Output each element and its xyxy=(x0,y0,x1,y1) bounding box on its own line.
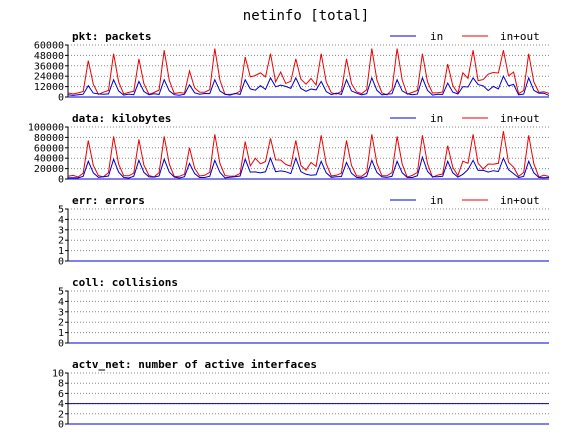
y-tick-label: 8 xyxy=(58,379,64,390)
y-tick-label: 6 xyxy=(58,389,64,400)
y-tick-label: 4 xyxy=(58,297,64,308)
y-tick-label: 4 xyxy=(58,215,64,226)
legend-label-in: in xyxy=(430,112,443,125)
panel-title: pkt: packets xyxy=(72,30,151,43)
y-tick-label: 0 xyxy=(58,175,64,186)
y-tick-label: 0 xyxy=(58,420,64,431)
y-tick-label: 0 xyxy=(58,339,64,350)
y-tick-label: 0 xyxy=(58,257,64,268)
chart-panels: pkt: packets in in+out01200024000360004800… xyxy=(28,30,550,431)
y-tick-label: 1 xyxy=(58,328,64,339)
panel-data: data: kilobytes in in+out 02000040000600008… xyxy=(28,112,550,186)
y-tick-label: 5 xyxy=(58,205,64,216)
panel-title: err: errors xyxy=(72,194,145,207)
y-tick-label: 10 xyxy=(52,369,64,380)
panel-title: actv_net: number of active interfaces xyxy=(72,358,317,371)
y-tick-label: 2 xyxy=(58,318,64,329)
y-tick-label: 24000 xyxy=(34,72,64,83)
y-tick-label: 1 xyxy=(58,246,64,257)
series-line-in-out xyxy=(67,131,550,178)
legend-label-in-out: in+out xyxy=(500,194,540,207)
y-tick-label: 12000 xyxy=(34,82,64,93)
series-line-in-out xyxy=(67,48,550,96)
y-tick-label: 20000 xyxy=(34,164,64,175)
y-tick-label: 5 xyxy=(58,287,64,298)
y-tick-label: 60000 xyxy=(34,143,64,154)
y-tick-label: 80000 xyxy=(34,133,64,144)
y-tick-label: 100000 xyxy=(28,123,64,134)
chart-title: netinfo [total] xyxy=(243,8,369,24)
y-tick-label: 3 xyxy=(58,225,64,236)
legend-label-in: in xyxy=(430,194,443,207)
panel-title: data: kilobytes xyxy=(72,112,171,125)
panel-title: coll: collisions xyxy=(72,276,178,289)
y-tick-label: 4 xyxy=(58,399,64,410)
legend-label-in-out: in+out xyxy=(500,112,540,125)
y-tick-label: 36000 xyxy=(34,61,64,72)
y-tick-label: 0 xyxy=(58,93,64,104)
legend-label-in: in xyxy=(430,30,443,43)
y-tick-label: 48000 xyxy=(34,51,64,62)
series-line-in xyxy=(67,75,550,96)
y-tick-label: 2 xyxy=(58,236,64,247)
panel-actv_net: actv_net: number of active interfaces 024… xyxy=(52,358,549,431)
y-tick-label: 3 xyxy=(58,307,64,318)
y-tick-label: 40000 xyxy=(34,154,64,165)
series-line-in xyxy=(67,155,550,179)
panel-pkt: pkt: packets in in+out 01200024000360004800… xyxy=(34,30,550,104)
y-tick-label: 60000 xyxy=(34,41,64,52)
y-tick-label: 2 xyxy=(58,409,64,420)
legend-label-in-out: in+out xyxy=(500,30,540,43)
